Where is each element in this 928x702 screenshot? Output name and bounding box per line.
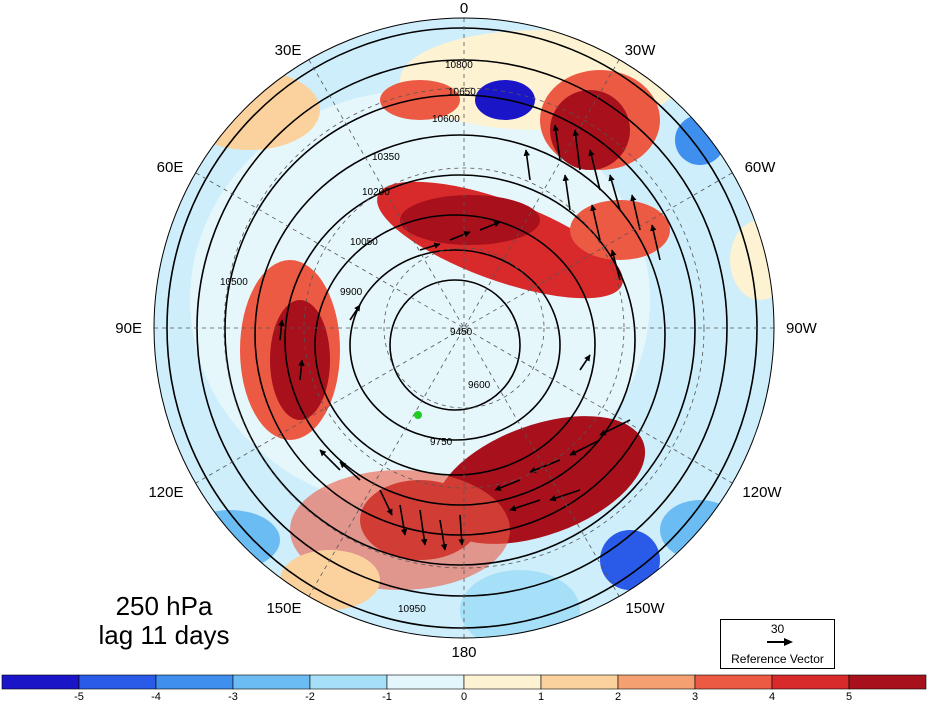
colorbar-tick-label: -3 bbox=[228, 691, 238, 702]
colorbar: -5 -4 -3 -2 -1 0 1 2 3 4 5 bbox=[1, 674, 927, 702]
colorbar-tick-label: 3 bbox=[692, 691, 698, 702]
colorbar-swatch bbox=[309, 674, 388, 690]
lon-label-30e: 30E bbox=[275, 42, 302, 59]
colorbar-swatch bbox=[1, 674, 80, 690]
lag-label: lag 11 days bbox=[98, 620, 230, 650]
colorbar-tick-label: 4 bbox=[769, 691, 775, 702]
marker-point bbox=[414, 411, 422, 419]
figure-title: 250 hPa lag 11 days bbox=[64, 592, 264, 650]
contour-label: 9750 bbox=[430, 437, 453, 448]
contour-label: 10650 bbox=[448, 87, 476, 98]
colorbar-swatch bbox=[848, 674, 927, 690]
colorbar-tick-label: 2 bbox=[615, 691, 621, 702]
contour-label: 10600 bbox=[432, 114, 460, 125]
colorbar-swatch bbox=[694, 674, 773, 690]
contour-label: 10800 bbox=[445, 60, 473, 71]
lon-label-120e: 120E bbox=[148, 484, 183, 501]
colorbar-swatch bbox=[232, 674, 311, 690]
contour-label: 10200 bbox=[362, 187, 390, 198]
contour-label-group: 10800 10650 10600 10350 10200 10050 9750… bbox=[220, 60, 491, 615]
colorbar-tick-label: 5 bbox=[846, 691, 852, 702]
colorbar-tick-label: -5 bbox=[74, 691, 84, 702]
colorbar-swatch bbox=[771, 674, 850, 690]
colorbar-tick-label: -2 bbox=[305, 691, 315, 702]
reference-arrow-icon bbox=[767, 638, 793, 646]
contour-label: 10350 bbox=[372, 152, 400, 163]
lon-label-90w: 90W bbox=[786, 320, 818, 337]
reference-vector-label: Reference Vector bbox=[731, 652, 824, 666]
lon-label-30w: 30W bbox=[625, 42, 657, 59]
contour-label: 9450 bbox=[450, 327, 473, 338]
contour-label: 10500 bbox=[220, 277, 248, 288]
colorbar-swatch bbox=[617, 674, 696, 690]
contour-label: 9600 bbox=[468, 380, 491, 391]
colorbar-tick-label: -1 bbox=[382, 691, 392, 702]
contour-label: 9900 bbox=[340, 287, 363, 298]
contour-label: 10050 bbox=[350, 237, 378, 248]
graticule bbox=[154, 18, 774, 638]
longitude-labels: 0 180 90E 90W 30E 60E 30W 60W 120E 150E … bbox=[115, 0, 817, 661]
lon-label-60e: 60E bbox=[157, 159, 184, 176]
colorbar-tick-label: 1 bbox=[538, 691, 544, 702]
reference-vector-box: 30 Reference Vector bbox=[720, 619, 835, 669]
colorbar-swatch bbox=[540, 674, 619, 690]
reference-vector-magnitude: 30 bbox=[770, 622, 785, 636]
lon-label-180: 180 bbox=[451, 644, 476, 661]
lon-label-150w: 150W bbox=[625, 600, 665, 617]
lon-label-120w: 120W bbox=[742, 484, 782, 501]
contour-label: 10950 bbox=[398, 604, 426, 615]
wind-vectors bbox=[278, 124, 661, 551]
colorbar-swatch bbox=[78, 674, 157, 690]
level-label: 250 hPa bbox=[115, 591, 213, 621]
colorbar-tick-label: 0 bbox=[461, 691, 467, 702]
lon-label-60w: 60W bbox=[745, 159, 777, 176]
colorbar-tick-label: -4 bbox=[151, 691, 161, 702]
map-boundary bbox=[153, 17, 775, 639]
colorbar-swatch bbox=[155, 674, 234, 690]
lon-label-150e: 150E bbox=[266, 600, 301, 617]
anomaly-shading bbox=[154, 18, 774, 638]
lon-label-0: 0 bbox=[460, 0, 468, 17]
colorbar-swatch bbox=[463, 674, 542, 690]
lon-label-90e: 90E bbox=[115, 320, 142, 337]
colorbar-swatch bbox=[386, 674, 465, 690]
